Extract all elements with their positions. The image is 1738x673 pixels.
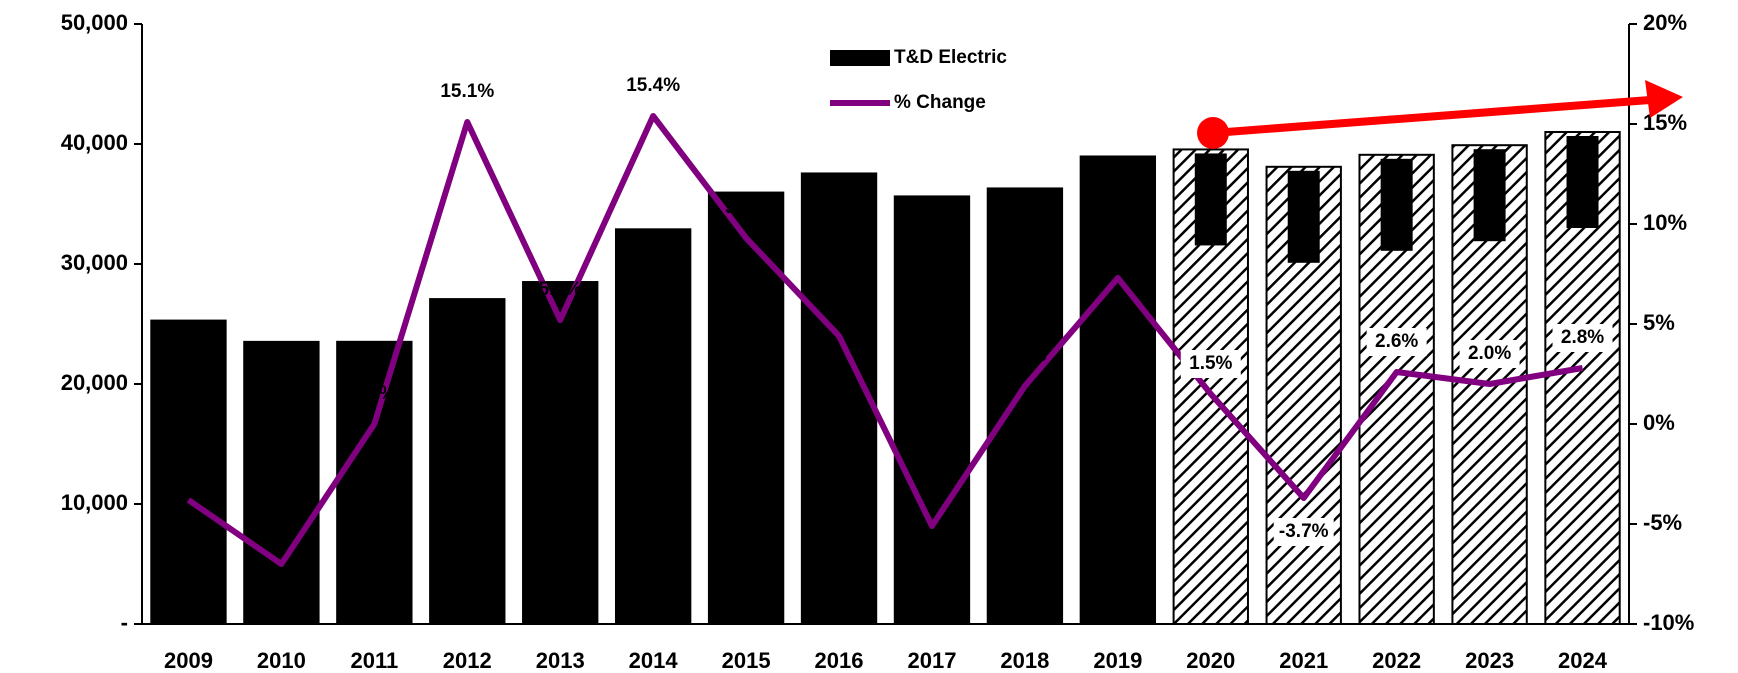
label-box [1194, 153, 1227, 246]
y2-tick-label: 20% [1643, 10, 1687, 35]
x-tick-label: 2013 [536, 648, 585, 673]
label-box [1380, 158, 1413, 251]
line-value-label: 5.2% [539, 279, 582, 300]
x-tick-label: 2016 [815, 648, 864, 673]
line-value-label: 15.4% [626, 75, 680, 96]
x-tick-label: 2010 [257, 648, 306, 673]
line-value-label: 4.4% [817, 295, 860, 316]
legend-label: % Change [894, 92, 986, 113]
x-tick-label: 2022 [1372, 648, 1421, 673]
y-tick-label: 40,000 [61, 130, 128, 155]
x-tick-label: 2024 [1558, 648, 1608, 673]
bar-value-label: 41,000 [1568, 148, 1593, 215]
bar-value-label: 39,547 [1197, 166, 1222, 233]
y-tick-label: 50,000 [61, 10, 128, 35]
label-box [1287, 170, 1320, 263]
line-value-label: 0.0% [353, 383, 396, 404]
line [186, 113, 1584, 567]
x-tick-label: 2014 [629, 648, 679, 673]
y2-tick-label: 10% [1643, 210, 1687, 235]
bar [614, 228, 692, 625]
legend-label: T&D Electric [894, 47, 1007, 68]
x-tick-label: 2009 [164, 648, 213, 673]
line-value-label: -3.8% [164, 523, 214, 544]
x-tick-label: 2021 [1279, 648, 1328, 673]
line-value-label: 9.3% [724, 197, 767, 218]
bar-value-label: 36,297 [1011, 205, 1036, 272]
bar-value-label: 23,511 [267, 359, 292, 425]
bar [800, 172, 878, 626]
bar-value-label: 39,100 [1382, 171, 1407, 238]
annotation-arrow [1197, 80, 1683, 149]
bar-value-label: 37,545 [825, 190, 850, 257]
bar-value-label: 39,900 [1475, 162, 1500, 229]
line-value-label: 1.9% [1003, 345, 1046, 366]
x-tick-label: 2011 [350, 648, 398, 673]
bar-value-label: 38,100 [1290, 183, 1315, 250]
line-value-label: 15.1% [440, 81, 494, 102]
x-tick-label: 2012 [443, 648, 492, 673]
legend-swatch [830, 50, 890, 66]
x-tick-label: 2019 [1093, 648, 1142, 673]
bar-value-label: 23,515 [360, 358, 385, 425]
y2-tick-label: -5% [1643, 510, 1682, 535]
y-tick-label: 20,000 [61, 370, 128, 395]
y-tick-label: 10,000 [61, 490, 128, 515]
bar-value-label: 35,632 [918, 213, 943, 280]
label-box [1566, 136, 1599, 228]
label-box [1180, 350, 1241, 378]
x-tick-label: 2017 [907, 648, 956, 673]
bar-value-label: 38,960 [1104, 173, 1129, 240]
line-value-label: 7.3% [1096, 237, 1139, 258]
bar [429, 298, 506, 625]
bar-value-label: 32,890 [639, 246, 664, 313]
y2-tick-label: -10% [1643, 610, 1694, 635]
label-box [1366, 328, 1427, 356]
y2-tick-label: 5% [1643, 310, 1675, 335]
line-value-label: -7.0% [257, 587, 307, 608]
y2-tick-label: 0% [1643, 410, 1675, 435]
bar [522, 281, 599, 625]
line-value-label: 2.0% [1468, 343, 1511, 364]
bar-value-label: 25,284 [174, 336, 199, 404]
y-tick-label: - [121, 610, 128, 635]
y-tick-label: 30,000 [61, 250, 128, 275]
label-box [1552, 324, 1613, 352]
line-value-label: 1.5% [1189, 353, 1232, 374]
bar [893, 195, 971, 626]
x-tick-label: 2015 [722, 648, 771, 673]
line-value-label: -3.7% [1279, 521, 1329, 542]
line-value-label: 2.8% [1561, 327, 1604, 348]
label-box [1473, 149, 1506, 242]
label-box [1273, 518, 1334, 546]
bar-value-label: 27,076 [453, 315, 478, 382]
x-tick-label: 2018 [1000, 648, 1049, 673]
x-tick-label: 2023 [1465, 648, 1514, 673]
label-box [1459, 340, 1520, 368]
x-tick-label: 2020 [1186, 648, 1235, 673]
line-value-label: -5.1% [907, 549, 957, 570]
line-value-label: 2.6% [1375, 331, 1418, 352]
